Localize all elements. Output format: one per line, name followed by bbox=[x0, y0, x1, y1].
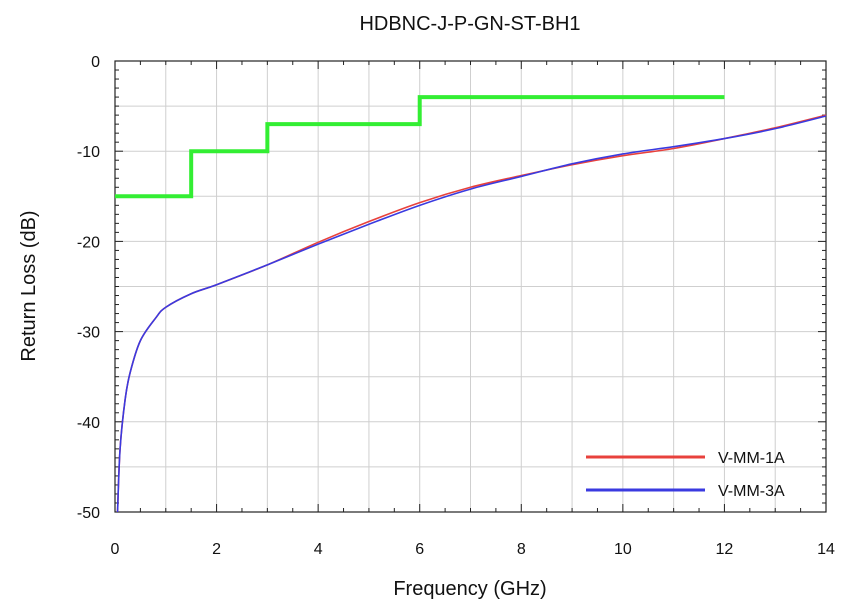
y-tick-label: -30 bbox=[77, 325, 100, 342]
y-tick-labels: 0 -10 -20 -30 -40 -50 bbox=[77, 54, 100, 522]
legend-label: V-MM-3A bbox=[718, 483, 785, 500]
grid bbox=[115, 61, 826, 512]
series-line-2 bbox=[116, 115, 827, 513]
x-tick-label: 2 bbox=[212, 541, 221, 558]
chart-title: HDBNC-J-P-GN-ST-BH1 bbox=[359, 13, 580, 35]
x-tick-label: 4 bbox=[314, 541, 323, 558]
y-tick-label: 0 bbox=[91, 54, 100, 71]
axis-ticks bbox=[114, 60, 827, 513]
x-tick-label: 6 bbox=[415, 541, 424, 558]
series-layer bbox=[115, 95, 827, 513]
x-tick-label: 0 bbox=[111, 541, 120, 558]
x-tick-label: 8 bbox=[517, 541, 526, 558]
y-tick-label: -10 bbox=[77, 144, 100, 161]
y-tick-label: -40 bbox=[77, 415, 100, 432]
x-tick-label: 10 bbox=[614, 541, 632, 558]
y-axis-label: Return Loss (dB) bbox=[18, 210, 40, 361]
x-tick-label: 14 bbox=[817, 541, 835, 558]
y-tick-label: -20 bbox=[77, 234, 100, 251]
limit-line bbox=[115, 95, 725, 199]
legend-label: V-MM-1A bbox=[718, 450, 785, 467]
legend: V-MM-1A V-MM-3A bbox=[586, 450, 785, 500]
x-tick-labels: 0 2 4 6 8 10 12 14 bbox=[111, 541, 835, 558]
y-tick-label: -50 bbox=[77, 505, 100, 522]
x-tick-label: 12 bbox=[716, 541, 734, 558]
x-axis-label: Frequency (GHz) bbox=[393, 578, 546, 600]
